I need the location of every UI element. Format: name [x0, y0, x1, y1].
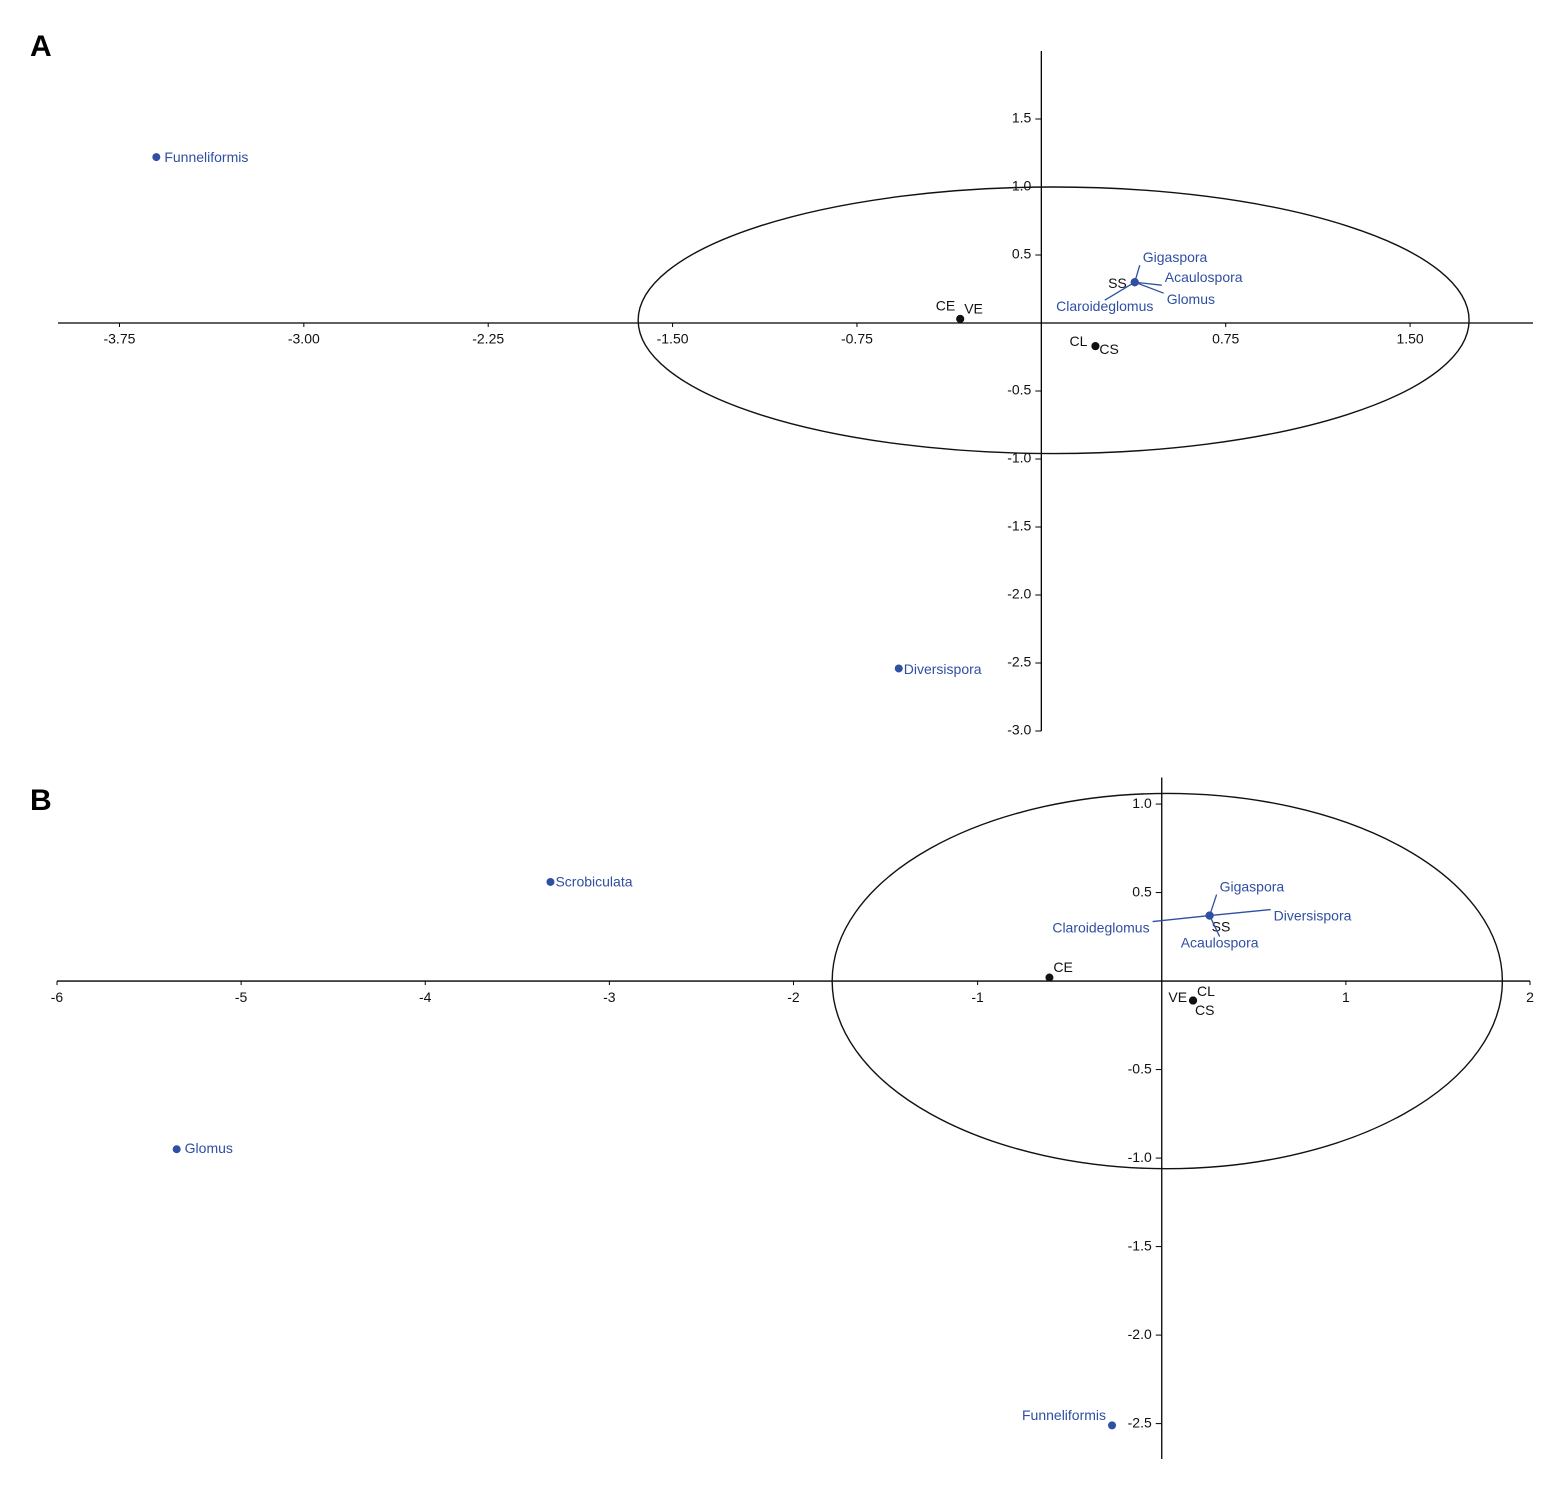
point-label: Claroideglomus [1052, 919, 1149, 935]
x-tick-label: -4 [419, 989, 432, 1005]
point [172, 1145, 181, 1154]
point [1091, 342, 1100, 351]
y-tick-label: -2.0 [1007, 586, 1031, 602]
x-tick-label: 1.50 [1396, 331, 1423, 347]
point-label: Diversispora [1274, 907, 1352, 923]
point-label: CE [936, 298, 955, 314]
y-tick-label: -0.5 [1128, 1060, 1152, 1076]
x-tick-label: -1.50 [657, 331, 689, 347]
point-label: Gigaspora [1143, 249, 1208, 265]
y-tick-label: 1.0 [1012, 178, 1032, 194]
point-label: Diversispora [904, 661, 982, 677]
x-tick-label: -0.75 [841, 331, 873, 347]
x-tick-label: -2.25 [472, 331, 504, 347]
panel-label: A [30, 30, 52, 63]
y-tick-label: -1.5 [1128, 1237, 1152, 1253]
x-tick-label: -3.75 [103, 331, 135, 347]
point-label: CL [1197, 983, 1215, 999]
y-tick-label: 1.0 [1132, 795, 1152, 811]
confidence-ellipse [831, 792, 1504, 1170]
point-label: Acaulospora [1181, 934, 1259, 950]
x-tick-label: -2 [787, 989, 800, 1005]
y-tick-label: -2.5 [1007, 654, 1031, 670]
x-tick-label: 0.75 [1212, 331, 1239, 347]
x-tick-label: -3 [603, 989, 616, 1005]
y-tick-label: -1.5 [1007, 518, 1031, 534]
leader-line [1209, 908, 1271, 917]
point [1205, 911, 1214, 920]
point [546, 877, 555, 886]
leader-line [1134, 281, 1164, 294]
point-label: VE [964, 301, 983, 317]
point-label: CL [1070, 333, 1088, 349]
point-label: CS [1195, 1002, 1214, 1018]
point [956, 314, 965, 323]
x-tick-label: -6 [51, 989, 64, 1005]
point [1189, 996, 1198, 1005]
y-tick-label: -3.0 [1007, 722, 1031, 738]
point-label: Funneliformis [164, 149, 248, 165]
point [1130, 278, 1139, 287]
x-tick-label: -1 [971, 989, 984, 1005]
y-tick-label: 0.5 [1012, 246, 1032, 262]
leader-line [1104, 281, 1136, 301]
y-tick-label: -1.0 [1128, 1149, 1152, 1165]
point [152, 153, 161, 162]
panel-label: B [30, 784, 52, 817]
y-tick-label: -0.5 [1007, 382, 1031, 398]
x-tick-label: -3.00 [288, 331, 320, 347]
point-label: CS [1099, 341, 1118, 357]
leader-line [1152, 914, 1210, 923]
point-label: Glomus [185, 1140, 233, 1156]
point [894, 664, 903, 673]
point-label: VE [1168, 989, 1187, 1005]
x-tick-label: 2 [1526, 989, 1534, 1005]
y-tick-label: -2.0 [1128, 1326, 1152, 1342]
point-label: Funneliformis [1022, 1407, 1106, 1423]
y-tick-label: -1.0 [1007, 450, 1031, 466]
leader-line [1134, 281, 1162, 286]
point-label: SS [1108, 275, 1127, 291]
y-tick-label: -2.5 [1128, 1414, 1152, 1430]
y-tick-label: 1.5 [1012, 110, 1032, 126]
point-label: Gigaspora [1220, 878, 1285, 894]
x-tick-label: -5 [235, 989, 248, 1005]
point [1108, 1421, 1117, 1430]
point-label: Scrobiculata [555, 874, 632, 890]
point-label: CE [1053, 959, 1072, 975]
point-label: Claroideglomus [1056, 298, 1153, 314]
confidence-ellipse [637, 186, 1470, 455]
point-label: Acaulospora [1165, 269, 1243, 285]
y-tick-label: 0.5 [1132, 883, 1152, 899]
x-tick-label: 1 [1342, 989, 1350, 1005]
point [1045, 973, 1054, 982]
point-label: Glomus [1167, 291, 1215, 307]
